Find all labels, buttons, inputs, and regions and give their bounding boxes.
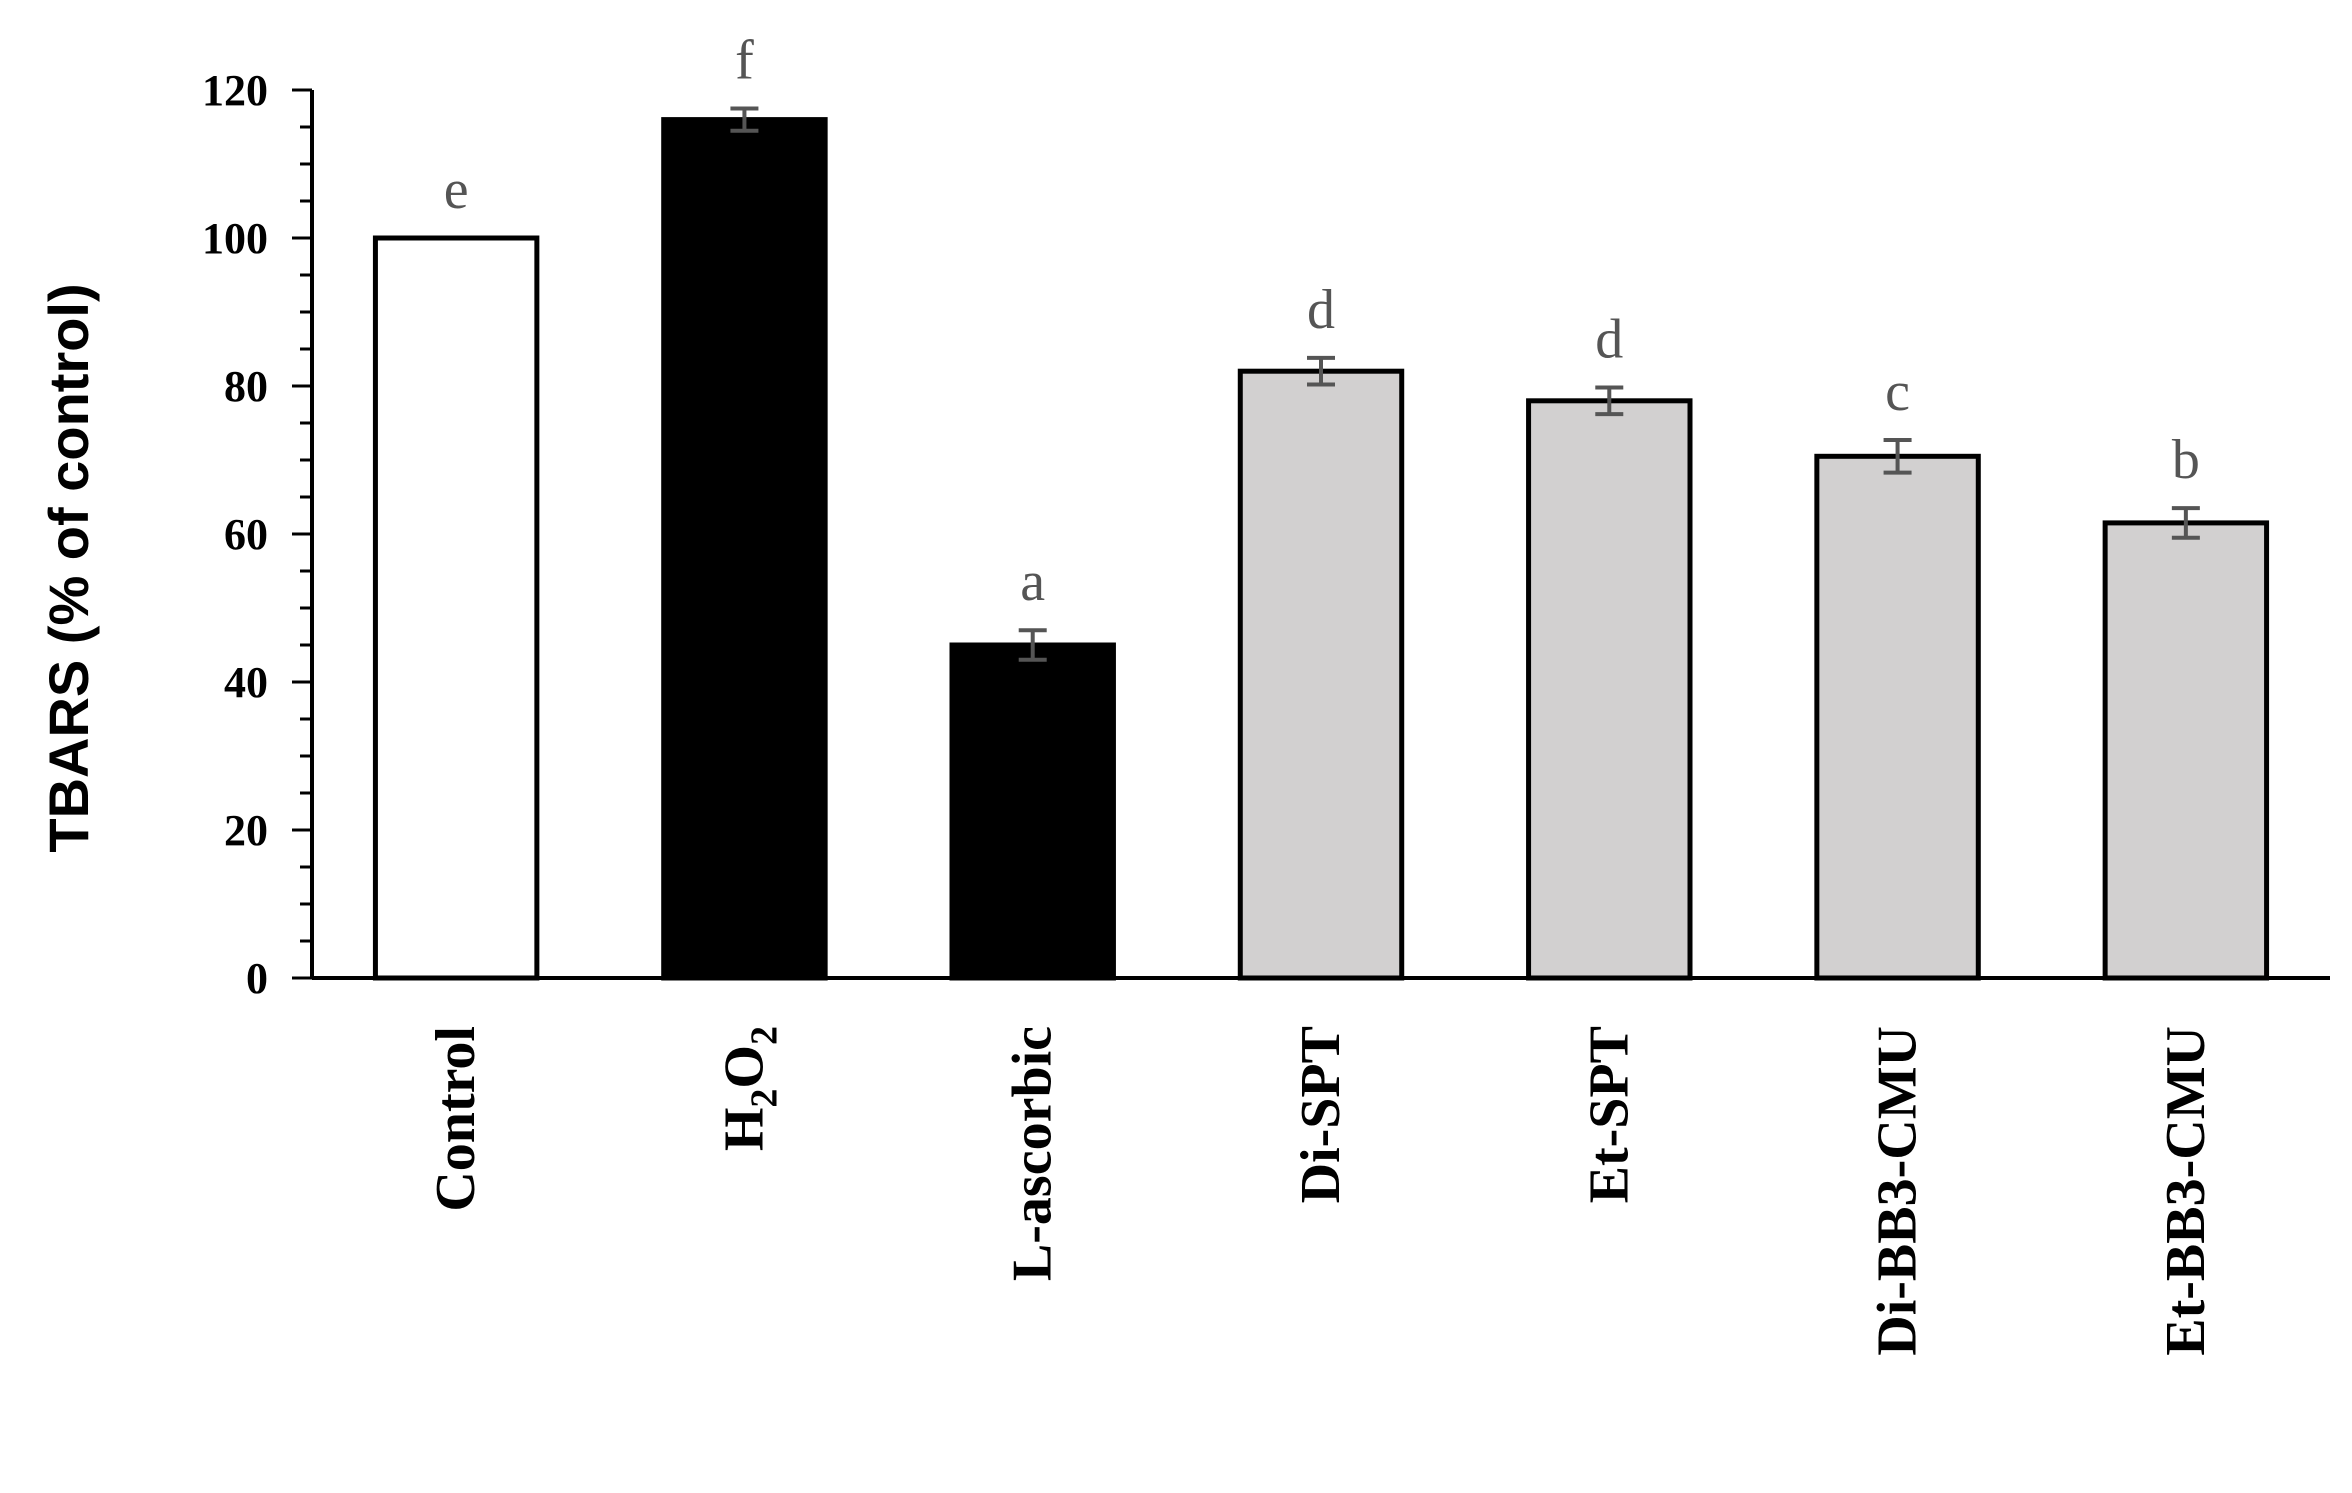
- bar-6: [2102, 520, 2270, 981]
- x-tick-label: Et-BB3-CMU: [2155, 1026, 2217, 1356]
- bar-5: [1814, 453, 1981, 981]
- category-labels: Control H2O2 L-ascorbic Di-SPT Et-SPT Di-BB3-…: [425, 1026, 2217, 1356]
- x-tick-label: L-ascorbic: [1002, 1026, 1064, 1281]
- y-tick-label: 40: [224, 658, 268, 707]
- significance-letter: d: [1595, 308, 1623, 370]
- bar-2: [949, 642, 1116, 981]
- label-text: O: [713, 1045, 775, 1089]
- bar-0: [372, 235, 540, 981]
- significance-letter: c: [1885, 361, 1910, 423]
- label-subscript: 2: [743, 1026, 785, 1045]
- y-axis: 0 20 40 60 80 100 120: [202, 66, 314, 1003]
- significance-letter: f: [735, 30, 754, 92]
- bars: e f a d d c b: [372, 30, 2270, 981]
- significance-letter: b: [2172, 429, 2200, 491]
- x-tick-label: Et-SPT: [1578, 1026, 1640, 1203]
- x-tick-label: Control: [425, 1026, 487, 1212]
- x-tick-label: Di-BB3-CMU: [1867, 1026, 1929, 1356]
- y-axis-label: TBARS (% of control): [37, 283, 100, 852]
- label-text: H: [713, 1108, 775, 1152]
- significance-letter: e: [444, 159, 469, 221]
- y-tick-label: 120: [202, 66, 268, 115]
- x-tick-label: Di-SPT: [1290, 1026, 1352, 1203]
- significance-letter: a: [1020, 551, 1045, 613]
- x-tick-label: H2O2: [713, 1026, 785, 1151]
- bar-1: [661, 117, 828, 981]
- y-tick-label: 80: [224, 362, 268, 411]
- significance-letter: d: [1307, 279, 1335, 341]
- y-tick-label: 20: [224, 806, 268, 855]
- y-tick-label: 60: [224, 510, 268, 559]
- label-subscript: 2: [743, 1089, 785, 1108]
- bar-3: [1237, 368, 1405, 981]
- y-tick-label: 100: [202, 214, 268, 263]
- y-tick-label: 0: [246, 954, 268, 1003]
- bar-4: [1526, 398, 1693, 981]
